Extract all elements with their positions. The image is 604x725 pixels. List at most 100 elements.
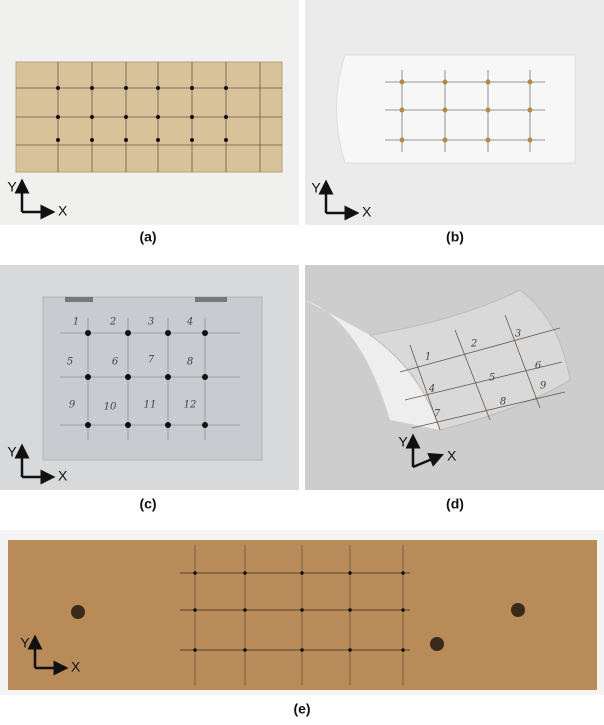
grid-number: 5	[489, 373, 495, 384]
axis-y-label: Y	[311, 180, 321, 196]
grid-number: 9	[69, 400, 76, 411]
grid-number: 1	[73, 317, 79, 328]
marker-dot	[202, 374, 208, 380]
axis-arrow	[412, 452, 444, 469]
marker-dot	[125, 330, 131, 336]
axis-x-label: X	[58, 203, 68, 219]
marker-dot	[485, 79, 491, 85]
axis-y-label: Y	[20, 635, 30, 651]
axis-x-label: X	[447, 448, 457, 464]
grid-number: 7	[434, 409, 441, 420]
marker-dot	[243, 648, 247, 652]
grid-line	[404, 361, 563, 401]
marker-dot	[224, 138, 228, 142]
marker-dot	[193, 648, 197, 652]
marker-dot	[300, 648, 304, 652]
marker-dot	[85, 330, 91, 336]
marker-dot	[156, 86, 160, 90]
grid-number: 7	[148, 355, 155, 366]
marker-dot	[156, 138, 160, 142]
marker-dot	[56, 86, 60, 90]
marker-dot	[399, 107, 405, 113]
marker-dot	[243, 608, 247, 612]
grid-line	[409, 344, 441, 431]
clip	[65, 297, 93, 302]
grid-number: 8	[500, 397, 506, 408]
marker-dot	[442, 137, 448, 143]
panel-label: (c)	[139, 496, 156, 512]
marker-dot	[527, 107, 533, 113]
marker-dot	[90, 115, 94, 119]
marker-dot	[527, 79, 533, 85]
axis-y-label: Y	[7, 444, 17, 460]
marker-dot	[190, 86, 194, 90]
marker-dot	[193, 571, 197, 575]
grid-line	[454, 329, 491, 421]
marker-dot	[165, 374, 171, 380]
marker-dot	[527, 137, 533, 143]
curved-side	[305, 300, 440, 430]
marker-dot	[156, 115, 160, 119]
marker-dot	[125, 422, 131, 428]
marker-dot	[243, 571, 247, 575]
grid-number: 2	[470, 339, 477, 350]
grid-number: 4	[428, 384, 435, 395]
axis-x-label: X	[71, 659, 81, 675]
marker-dot	[125, 374, 131, 380]
grid-number: 8	[187, 357, 193, 368]
marker-dot	[442, 79, 448, 85]
panel-label: (d)	[446, 496, 464, 512]
hole	[511, 603, 525, 617]
marker-dot	[348, 608, 352, 612]
marker-dot	[56, 138, 60, 142]
grid-line	[399, 327, 561, 373]
marker-dot	[485, 107, 491, 113]
marker-dot	[190, 115, 194, 119]
grid-number: 5	[67, 357, 73, 368]
marker-dot	[224, 86, 228, 90]
white-block	[336, 54, 576, 164]
grid-line	[504, 314, 541, 409]
marker-dot	[442, 107, 448, 113]
marker-dot	[124, 138, 128, 142]
mdf-board	[8, 540, 597, 690]
marker-dot	[300, 608, 304, 612]
marker-dot	[165, 422, 171, 428]
grid-line	[411, 391, 566, 429]
marker-dot	[56, 115, 60, 119]
marker-dot	[401, 648, 405, 652]
grid-number: 11	[144, 400, 157, 411]
marker-dot	[124, 115, 128, 119]
hole	[430, 637, 444, 651]
marker-dot	[300, 571, 304, 575]
panel-label: (e)	[293, 701, 310, 717]
marker-dot	[85, 422, 91, 428]
grid-number: 2	[109, 317, 116, 328]
grid-number: 6	[535, 361, 542, 372]
marker-dot	[485, 137, 491, 143]
marker-dot	[193, 608, 197, 612]
marker-dot	[202, 422, 208, 428]
axis-x-label: X	[58, 468, 68, 484]
marker-dot	[124, 86, 128, 90]
marker-dot	[348, 571, 352, 575]
hole	[71, 605, 85, 619]
marker-dot	[348, 648, 352, 652]
marker-dot	[190, 138, 194, 142]
grid-number: 4	[186, 317, 193, 328]
marker-dot	[202, 330, 208, 336]
marker-dot	[90, 138, 94, 142]
marker-dot	[85, 374, 91, 380]
axis-y-label: Y	[7, 179, 17, 195]
axis-y-label: Y	[398, 434, 408, 450]
grid-number: 10	[104, 402, 117, 413]
curved-plate	[368, 289, 571, 431]
plate	[42, 296, 263, 461]
marker-dot	[224, 115, 228, 119]
panel-label: (b)	[446, 229, 464, 245]
panel-label: (a)	[139, 229, 156, 245]
clip	[195, 297, 227, 302]
marker-dot	[90, 86, 94, 90]
grid-number: 1	[425, 352, 431, 363]
